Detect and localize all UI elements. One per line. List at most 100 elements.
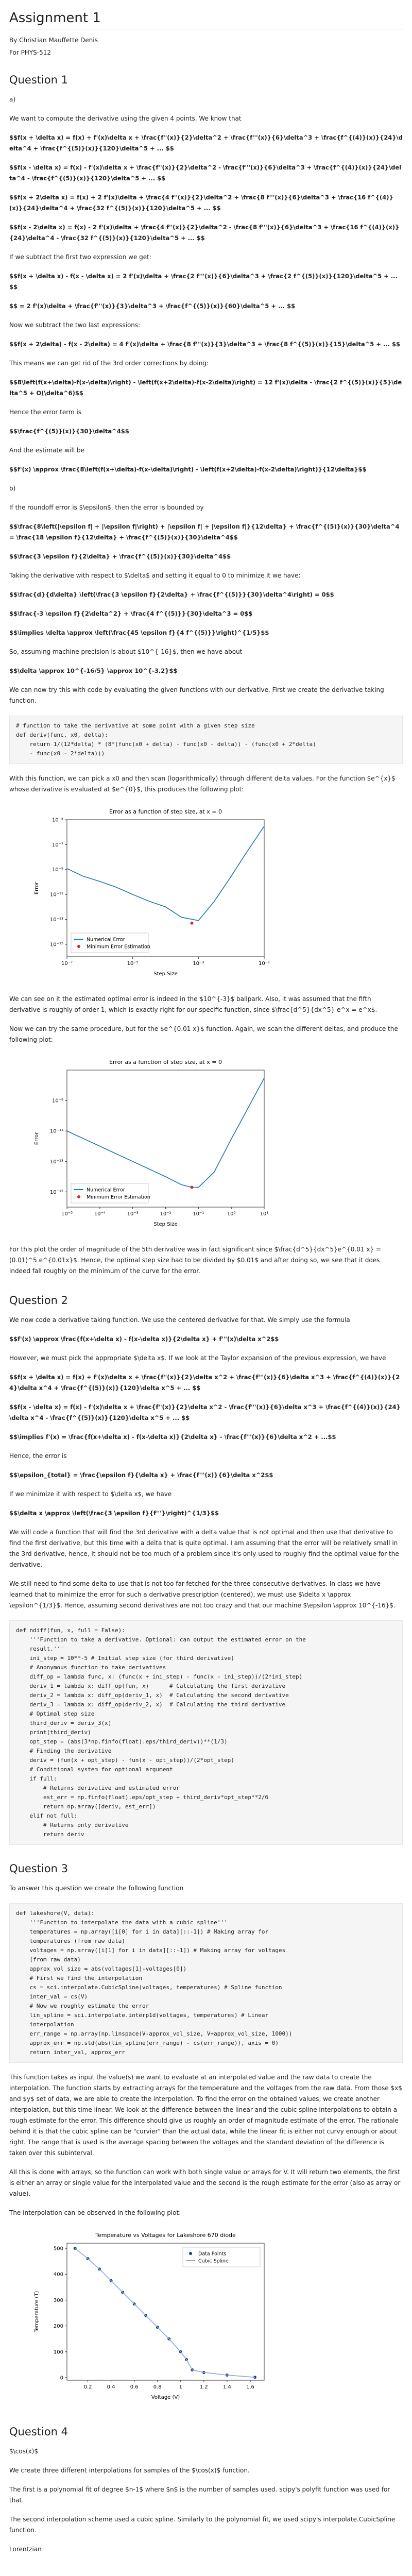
y-tick-label: 500 bbox=[54, 2246, 63, 2252]
equation: $$\implies \delta \approx \left(\frac{45… bbox=[9, 629, 269, 636]
paragraph: Hence the error term is bbox=[9, 409, 82, 416]
y-tick-label: 100 bbox=[54, 2349, 63, 2355]
title: Assignment 1 bbox=[9, 10, 403, 29]
paragraph: This function takes as input the value(s… bbox=[9, 2074, 402, 2157]
y-axis-label: Temperature (T) bbox=[34, 2291, 40, 2333]
y-tick-label: 10⁻¹¹ bbox=[50, 892, 63, 898]
equation: $$\frac{8\left(|\epsilon f| + |\epsilon … bbox=[9, 523, 400, 541]
chart: Error as a function of step size, at x =… bbox=[34, 808, 270, 977]
x-tick-label: 0.2 bbox=[84, 2384, 92, 2390]
paragraph: We can now try this with code by evaluat… bbox=[9, 686, 384, 704]
equation: $$f(x + 2\delta x) = f(x) + 2 f'(x)\delt… bbox=[9, 194, 393, 212]
section-heading: Question 1 bbox=[9, 74, 68, 86]
code-line: def ndiff(fun, x, full = False): bbox=[16, 1627, 125, 1634]
paragraph: The second interpolation scheme used a c… bbox=[9, 2516, 396, 2534]
x-tick-label: 10¹ bbox=[260, 1211, 269, 1217]
code-line: result.''' bbox=[16, 1646, 64, 1652]
equation: $$\implies f'(x) = \frac{f(x+\delta x) -… bbox=[9, 1433, 336, 1440]
x-axis-label: Step Size bbox=[153, 1222, 177, 1227]
x-tick-label: 10⁻² bbox=[160, 1211, 171, 1217]
x-tick-label: 0.8 bbox=[153, 2384, 162, 2390]
x-tick-label: 10⁻¹ bbox=[193, 1211, 204, 1217]
y-tick-label: 10⁻¹³ bbox=[50, 1159, 63, 1165]
code-line: '''Function to interpolate the data with… bbox=[16, 1919, 228, 1926]
legend-label: Numerical Error bbox=[87, 1188, 125, 1193]
paragraph: We will code a function that will find t… bbox=[9, 1529, 399, 1568]
equation: $$\delta x \approx \left(\frac{3 \epsilo… bbox=[9, 1510, 219, 1517]
paragraph: All this is done with arrays, so the fun… bbox=[9, 2168, 401, 2197]
paragraph: b) bbox=[9, 485, 16, 492]
y-axis-label: Error bbox=[34, 1132, 40, 1145]
code-block: def lakeshore(V, data): '''Function to i… bbox=[9, 1903, 403, 2063]
equation: $$\frac{f^{(5)}(x)}{30}\delta^4$$ bbox=[9, 428, 129, 435]
chart: Temperature vs Voltages for Lakeshore 67… bbox=[34, 2232, 265, 2400]
x-tick-label: 10⁻⁴ bbox=[94, 1211, 106, 1217]
equation: $$\frac{d}{d\delta} \left(\frac{3 \epsil… bbox=[9, 591, 334, 598]
x-tick-label: 1.6 bbox=[246, 2384, 254, 2390]
plot-area bbox=[66, 819, 265, 957]
x-tick-label: 10⁻⁵ bbox=[61, 1211, 73, 1217]
legend-swatch bbox=[77, 1195, 80, 1198]
code-line: # Now we roughly estimate the error bbox=[16, 2003, 149, 2009]
y-axis-label: Error bbox=[34, 882, 40, 894]
equation: $$8\left(f(x+\delta)-f(x-\delta)\right) … bbox=[9, 379, 402, 397]
code-line: est_err = np.finfo(float).eps/opt_step +… bbox=[16, 1794, 269, 1801]
code-line: elif not full: bbox=[16, 1812, 78, 1819]
equation: $$f'(x) \approx \frac{8\left(f(x+\delta)… bbox=[9, 466, 367, 473]
point bbox=[190, 921, 194, 925]
paragraph: This means we can get rid of the 3rd ord… bbox=[9, 360, 209, 367]
code-line: # Anonymous function to take derivatives bbox=[16, 1664, 166, 1671]
legend-label: Minimum Error Estimation bbox=[87, 944, 150, 950]
code-line: # Returns derivative and estimated error bbox=[16, 1785, 180, 1791]
equation: $$f(x + \delta x) = f(x) + f'(x)\delta x… bbox=[9, 1374, 400, 1392]
code-line: # First we find the interpolation bbox=[16, 1975, 143, 1981]
x-tick-label: 10⁻⁵ bbox=[127, 961, 139, 967]
legend-box bbox=[182, 2247, 261, 2267]
equation: $$f(x + \delta x) - f(x - \delta x) = 2 … bbox=[9, 273, 398, 291]
y-tick-label: 400 bbox=[54, 2272, 63, 2278]
code-line: print(third_deriv) bbox=[16, 1729, 91, 1736]
paragraph: And the estimate will be bbox=[9, 447, 85, 454]
equation: $$ = 2 f'(x)\delta + \frac{f'''(x)}{3}\d… bbox=[9, 302, 296, 310]
series-line bbox=[66, 1078, 265, 1188]
code-line: cs = sci.interpolate.CubicSpline(voltage… bbox=[16, 1984, 282, 1991]
code-line: temperatures (from raw data) bbox=[16, 1938, 125, 1944]
y-tick-label: 300 bbox=[54, 2298, 63, 2303]
x-tick-label: 0.4 bbox=[107, 2384, 115, 2390]
paragraph: If we subtract the first two expression … bbox=[9, 253, 151, 261]
code-line: approx_err = np.std(abs(lin_spline(err_r… bbox=[16, 2040, 279, 2046]
code-line: # function to take the derivative at som… bbox=[16, 722, 255, 729]
x-tick-label: 10⁻¹ bbox=[259, 961, 270, 967]
legend-box bbox=[71, 1183, 149, 1204]
x-tick-label: 0.6 bbox=[130, 2384, 139, 2390]
x-tick-label: 1.4 bbox=[223, 2384, 231, 2390]
legend-swatch bbox=[77, 945, 80, 948]
code-line: # Conditional system for optional argume… bbox=[16, 1766, 173, 1773]
code-line: return deriv bbox=[16, 1831, 84, 1838]
author: By Christian Mauffette Denis bbox=[9, 37, 98, 44]
legend-swatch bbox=[189, 2252, 192, 2255]
code-line: approx_vol_size = abs(voltages[1]-voltag… bbox=[16, 1965, 187, 1972]
paragraph: Now we subtract the two last expressions… bbox=[9, 321, 141, 329]
legend-box bbox=[71, 933, 149, 953]
legend-label: Data Points bbox=[198, 2251, 226, 2257]
section-heading: Question 4 bbox=[9, 2426, 68, 2438]
code-line: # Finding the derivative bbox=[16, 1748, 112, 1754]
code-line: deriv = (fun(x + opt_step) - fun(x - opt… bbox=[16, 1757, 234, 1764]
paragraph: a) bbox=[9, 96, 16, 103]
sections: Question 1 a) We want to compute the deriv… bbox=[9, 74, 403, 2555]
y-tick-label: 10⁻⁹ bbox=[52, 1098, 63, 1104]
code-line: third_deriv = deriv_3(x) bbox=[16, 1720, 112, 1726]
y-tick-label: 200 bbox=[54, 2324, 63, 2329]
code-line: opt_step = (abs(3*np.finfo(float).eps/th… bbox=[16, 1738, 228, 1745]
x-tick-label: 1.2 bbox=[200, 2384, 208, 2390]
y-tick-label: 10⁻¹⁵ bbox=[50, 942, 63, 947]
series-line bbox=[75, 2248, 255, 2378]
paragraph: With this function, we can pick a x0 and… bbox=[9, 775, 396, 793]
code-block: # function to take the derivative at som… bbox=[9, 716, 403, 764]
code-line: if full: bbox=[16, 1775, 57, 1782]
code-line: lin_spline = sci.interpolate.interp1d(vo… bbox=[16, 2012, 269, 2019]
equation: $$f(x - \delta x) = f(x) - f'(x)\delta x… bbox=[9, 164, 402, 182]
